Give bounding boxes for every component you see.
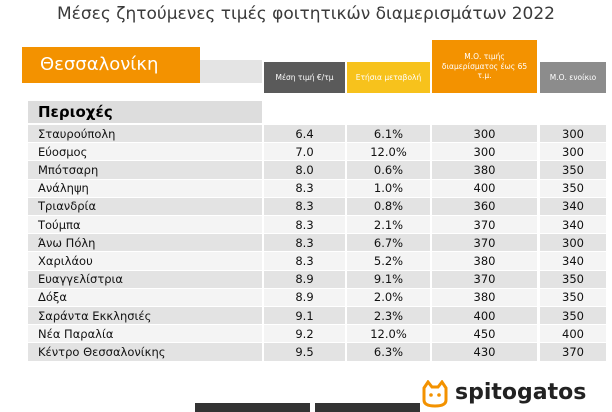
footer-bar [315,403,420,412]
region-name: Χαριλάου [28,252,262,270]
table-cell: 2.3% [347,307,430,325]
footer-bar [195,403,310,412]
region-name: Τούμπα [28,216,262,234]
table-cell: 9.5 [264,343,345,361]
table-cell: 370 [432,216,537,234]
region-name: Άνω Πόλη [28,234,262,252]
column-header: Μ.Ο. ενοίκιο [540,62,606,93]
column-header: Μέση τιμή €/τμ [264,62,345,93]
table-cell: 400 [540,325,606,343]
table-cell: 300 [540,125,606,143]
header-strip [200,60,262,83]
table-cell: 450 [432,325,537,343]
region-name: Σταυρούπολη [28,125,262,143]
table-cell: 350 [540,288,606,306]
table-cell: 8.3 [264,197,345,215]
table-cell: 8.9 [264,270,345,288]
region-name: Εύοσμος [28,143,262,161]
table-cell: 6.3% [347,343,430,361]
table-cell: 8.3 [264,216,345,234]
table-cell: 370 [432,234,537,252]
table-cell: 300 [540,143,606,161]
region-name: Τριανδρία [28,197,262,215]
table-cell: 8.0 [264,161,345,179]
brand-icon [422,380,448,408]
table-cell: 5.2% [347,252,430,270]
table-cell: 350 [540,307,606,325]
table-cell: 6.1% [347,125,430,143]
region-name: Κέντρο Θεσσαλονίκης [28,343,262,361]
table-cell: 340 [540,197,606,215]
table-cell: 340 [540,252,606,270]
table-cell: 360 [432,197,537,215]
table-cell: 380 [432,288,537,306]
table-cell: 8.9 [264,288,345,306]
table-cell: 380 [432,161,537,179]
region-name: Ευαγγελίστρια [28,270,262,288]
table-cell: 350 [540,179,606,197]
column-header: Μ.Ο. τιμής διαμερίσματος έως 65 τ.μ. [432,40,537,93]
table-cell: 340 [540,216,606,234]
table-cell: 12.0% [347,143,430,161]
table-cell: 6.7% [347,234,430,252]
column-header: Ετήσια μεταβολή [347,62,430,93]
table-cell: 2.0% [347,288,430,306]
table-cell: 7.0 [264,143,345,161]
brand: spitogatos [455,380,587,405]
table-cell: 9.1 [264,307,345,325]
table-cell: 6.4 [264,125,345,143]
region-name: Ανάληψη [28,179,262,197]
region-header: Περιοχές [28,101,262,123]
table-cell: 1.0% [347,179,430,197]
table-cell: 300 [540,234,606,252]
region-name: Νέα Παραλία [28,325,262,343]
table-cell: 380 [432,252,537,270]
table-cell: 0.8% [347,197,430,215]
table-cell: 2.1% [347,216,430,234]
table-cell: 8.3 [264,179,345,197]
table-cell: 9.2 [264,325,345,343]
region-name: Σαράντα Εκκλησιές [28,307,262,325]
table-cell: 400 [432,307,537,325]
table-cell: 370 [540,343,606,361]
table-cell: 430 [432,343,537,361]
table-cell: 400 [432,179,537,197]
table-cell: 350 [540,161,606,179]
table-cell: 9.1% [347,270,430,288]
table-cell: 0.6% [347,161,430,179]
table-cell: 300 [432,143,537,161]
table-cell: 350 [540,270,606,288]
table-cell: 370 [432,270,537,288]
city-banner: Θεσσαλονίκη [22,47,200,83]
title: Μέσες ζητούμενες τιμές φοιτητικών διαμερ… [57,4,555,24]
table-cell: 300 [432,125,537,143]
region-name: Δόξα [28,288,262,306]
region-name: Μπότσαρη [28,161,262,179]
table-cell: 8.3 [264,252,345,270]
table-cell: 8.3 [264,234,345,252]
table-cell: 12.0% [347,325,430,343]
